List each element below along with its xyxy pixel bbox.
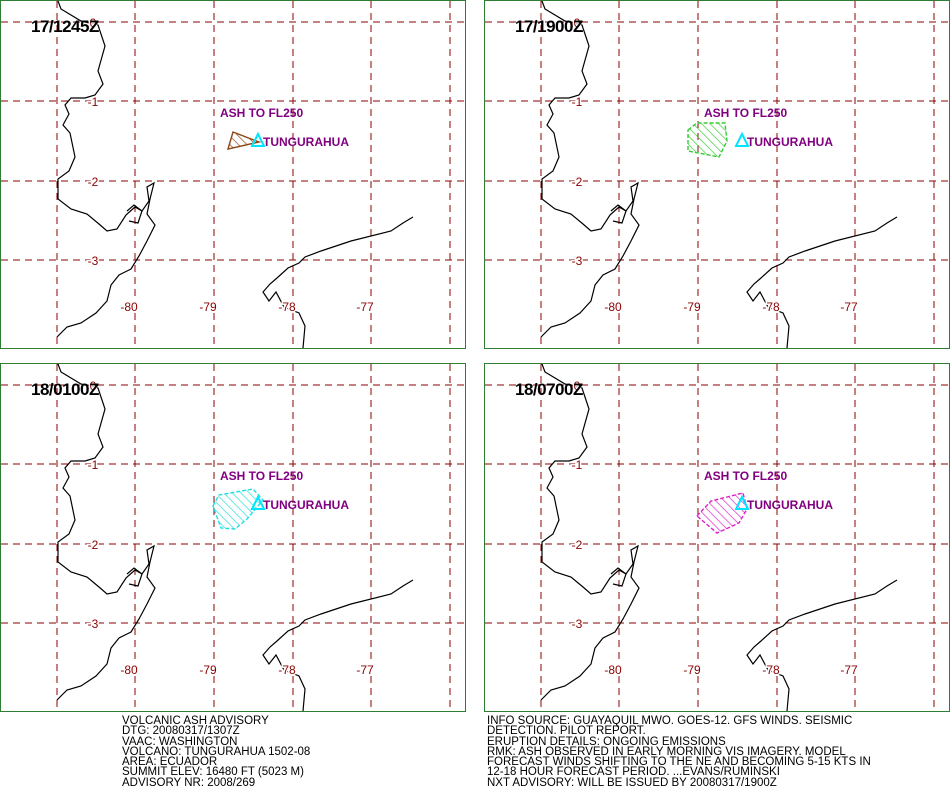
latitude-label: -2 xyxy=(88,175,99,189)
panel-timestamp: 18/0700Z xyxy=(515,380,583,399)
coastline xyxy=(540,1,640,338)
map-panel-1: 0 -1 -2 -3 -80 -79 -78 -77 ASH TO FL250 TUNGURAHU… xyxy=(0,0,466,349)
coastline xyxy=(56,364,156,701)
advisory-line: VOLCANIC ASH ADVISORY xyxy=(122,715,269,727)
coastline xyxy=(746,216,898,348)
latitude-label: 0 xyxy=(90,379,97,393)
volcano-name-label: TUNGURAHUA xyxy=(263,498,349,512)
latitude-label: -2 xyxy=(572,175,583,189)
advisory-line: VAAC: WASHINGTON xyxy=(122,735,238,748)
longitude-label: -79 xyxy=(199,663,217,677)
volcano-name-label: TUNGURAHUA xyxy=(747,498,833,512)
ash-cloud-area xyxy=(695,492,748,534)
longitude-label: -80 xyxy=(120,663,138,677)
ash-cloud-area xyxy=(226,131,262,150)
longitude-label: -80 xyxy=(604,663,622,677)
advisory-line: 12-18 HOUR FORECAST PERIOD. ...EVANS/RUM… xyxy=(487,766,780,779)
island xyxy=(126,204,143,224)
map-panel-3: 0 -1 -2 -3 -80 -79 -78 -77 ASH TO FL250 TUNGURAHU… xyxy=(0,363,466,712)
longitude-label: -77 xyxy=(356,300,374,314)
latitude-label: -1 xyxy=(572,95,583,109)
panel-timestamp: 18/0100Z xyxy=(31,380,99,399)
map-canvas: 0 -1 -2 -3 -80 -79 -78 -77 ASH TO FL250 TUNGURAHU… xyxy=(485,364,949,711)
coastline xyxy=(262,216,414,348)
advisory-line: AREA: ECUADOR xyxy=(122,756,218,769)
ash-altitude-label: ASH TO FL250 xyxy=(704,106,787,120)
coastline xyxy=(746,579,898,711)
longitude-label: -79 xyxy=(683,663,701,677)
advisory-line: VOLCANO: TUNGURAHUA 1502-08 xyxy=(122,745,311,758)
longitude-label: -80 xyxy=(604,300,622,314)
ash-cloud-area xyxy=(687,122,728,158)
volcano-triangle-icon xyxy=(250,494,266,510)
advisory-line: DTG: 20080317/1307Z xyxy=(122,725,240,738)
advisory-line: FORECAST WINDS SHIFTING TO THE NE AND BE… xyxy=(487,756,871,769)
longitude-label: -77 xyxy=(840,300,858,314)
longitude-label: -78 xyxy=(762,663,780,677)
volcano-triangle-icon xyxy=(734,494,750,510)
latitude-label: -3 xyxy=(572,617,583,631)
map-panel-4: 0 -1 -2 -3 -80 -79 -78 -77 ASH TO FL250 TUNGURAHU… xyxy=(484,363,950,712)
latitude-label: 0 xyxy=(574,16,581,30)
ash-altitude-label: ASH TO FL250 xyxy=(220,469,303,483)
latitude-label: -1 xyxy=(88,458,99,472)
advisory-line: SUMMIT ELEV: 16480 FT (5023 M) xyxy=(122,766,304,779)
latitude-label: -1 xyxy=(572,458,583,472)
island xyxy=(126,567,143,587)
map-panel-2: 0 -1 -2 -3 -80 -79 -78 -77 ASH TO FL250 TUNGURAHU… xyxy=(484,0,950,349)
longitude-label: -77 xyxy=(356,663,374,677)
ash-altitude-label: ASH TO FL250 xyxy=(704,469,787,483)
volcano-triangle-icon xyxy=(250,131,266,147)
map-canvas: 0 -1 -2 -3 -80 -79 -78 -77 ASH TO FL250 TUNGURAHU… xyxy=(1,1,465,348)
latitude-label: 0 xyxy=(574,379,581,393)
latitude-label: 0 xyxy=(90,16,97,30)
ash-altitude-label: ASH TO FL250 xyxy=(220,106,303,120)
advisory-details-text: INFO SOURCE: GUAYAQUIL MWO. GOES-12. GFS… xyxy=(487,715,871,789)
volcano-name-label: TUNGURAHUA xyxy=(747,135,833,149)
panel-timestamp: 17/1900Z xyxy=(515,17,583,36)
volcano-name-label: TUNGURAHUA xyxy=(263,135,349,149)
longitude-label: -79 xyxy=(199,300,217,314)
coastline xyxy=(56,1,156,338)
latitude-label: -3 xyxy=(572,254,583,268)
latitude-label: -2 xyxy=(88,538,99,552)
map-canvas: 0 -1 -2 -3 -80 -79 -78 -77 ASH TO FL250 TUNGURAHU… xyxy=(1,364,465,711)
longitude-label: -78 xyxy=(278,663,296,677)
map-canvas: 0 -1 -2 -3 -80 -79 -78 -77 ASH TO FL250 TUNGURAHU… xyxy=(485,1,949,348)
longitude-label: -80 xyxy=(120,300,138,314)
longitude-label: -77 xyxy=(840,663,858,677)
panel-timestamp: 17/1245Z xyxy=(31,17,99,36)
longitude-label: -79 xyxy=(683,300,701,314)
latitude-label: -2 xyxy=(572,538,583,552)
coastline xyxy=(540,364,640,701)
latitude-label: -3 xyxy=(88,617,99,631)
advisory-line: RMK: ASH OBSERVED IN EARLY MORNING VIS I… xyxy=(487,745,846,758)
latitude-label: -1 xyxy=(88,95,99,109)
longitude-label: -78 xyxy=(278,300,296,314)
advisory-line: INFO SOURCE: GUAYAQUIL MWO. GOES-12. GFS… xyxy=(487,715,853,727)
advisory-header-text: VOLCANIC ASH ADVISORY DTG: 20080317/1307Z… xyxy=(122,715,311,789)
island xyxy=(610,204,627,224)
coastline xyxy=(262,579,414,711)
advisory-line: DETECTION. PILOT REPORT. xyxy=(487,725,646,738)
volcano-triangle-icon xyxy=(734,131,750,147)
advisory-line: NXT ADVISORY: WILL BE ISSUED BY 20080317… xyxy=(487,776,777,789)
longitude-label: -78 xyxy=(762,300,780,314)
advisory-line: ERUPTION DETAILS: ONGOING EMISSIONS xyxy=(487,735,726,748)
latitude-label: -3 xyxy=(88,254,99,268)
advisory-line: ADVISORY NR: 2008/269 xyxy=(122,776,256,789)
island xyxy=(610,567,627,587)
